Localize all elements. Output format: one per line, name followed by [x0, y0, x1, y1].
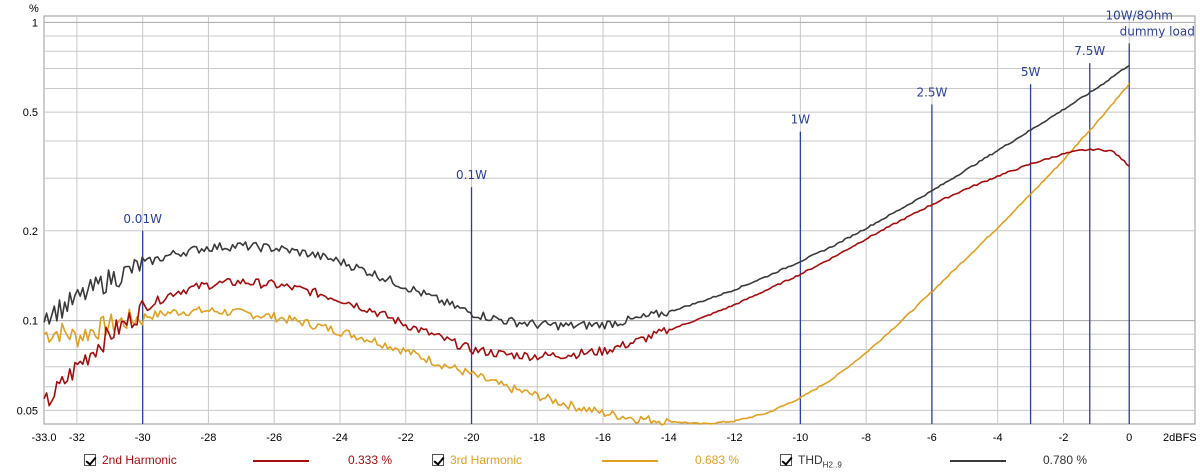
y-axis-ticks: 1 0.5 0.2 0.1 0.05 — [17, 17, 38, 417]
legend: 2nd Harmonic 0.333 % 3rd Harmonic 0.683 … — [0, 450, 1200, 472]
legend-label-h3: 3rd Harmonic — [450, 453, 523, 467]
power-marker-label: 1W — [791, 113, 811, 127]
power-marker-label: 7.5W — [1074, 44, 1105, 58]
x-tick-label: -30 — [135, 432, 151, 444]
x-tick-label: -4 — [993, 432, 1003, 444]
x-tick-label: -18 — [529, 432, 545, 444]
legend-value-thd: 0.780 % — [1043, 453, 1088, 467]
y-unit-label: % — [29, 3, 39, 15]
series-line-thd — [43, 64, 1130, 331]
x-tick-label: -33.0 — [31, 432, 56, 444]
x-tick-label: 2dBFS — [1163, 432, 1197, 444]
legend-label-thd-text: THD — [798, 453, 823, 467]
h2-checkbox[interactable] — [84, 454, 96, 466]
legend-label-thd: THDH2..9 — [798, 453, 842, 469]
x-tick-label: -24 — [332, 432, 348, 444]
y-tick-label: 1 — [32, 17, 38, 29]
legend-label-thd-sub: H2..9 — [822, 460, 842, 470]
x-axis-ticks: -33.0 -32 -30 -28 -26 -24 -22 -20 -18 -16 -14 -12 -1… — [31, 432, 1196, 444]
series-line-h2 — [43, 148, 1130, 407]
x-tick-label: -20 — [464, 432, 480, 444]
y-tick-label: 0.1 — [23, 316, 38, 328]
power-marker-label: 5W — [1021, 65, 1041, 79]
y-tick-label: 0.2 — [23, 226, 38, 238]
power-marker-label: 2.5W — [916, 86, 947, 100]
x-tick-label: -6 — [927, 432, 937, 444]
x-tick-label: -10 — [792, 432, 808, 444]
legend-line-h2 — [253, 460, 309, 462]
thd-chart: % 10.50.20.10.05 -33.0 -32 -30 -28 -26 -24 -22… — [17, 3, 1197, 444]
series-line-h3 — [43, 83, 1130, 426]
legend-label-h2: 2nd Harmonic — [102, 453, 177, 467]
plot-area — [43, 15, 1196, 425]
x-tick-label: -28 — [200, 432, 216, 444]
y-tick-label: 0.05 — [17, 405, 38, 417]
x-tick-label: -8 — [861, 432, 871, 444]
x-tick-label: -22 — [398, 432, 414, 444]
power-annotations: 0.01W 0.1W 1W 2.5W 5W 7.5W 10W/8Ohm dummy load — [123, 8, 1195, 424]
x-tick-label: -16 — [595, 432, 611, 444]
power-marker-sublabel: dummy load — [1120, 24, 1195, 38]
power-marker-label: 0.01W — [123, 212, 162, 226]
legend-value-h3: 0.683 % — [695, 453, 740, 467]
power-marker-label: 0.1W — [456, 168, 487, 182]
legend-value-h2: 0.333 % — [348, 453, 393, 467]
legend-line-thd — [950, 460, 1006, 462]
series-lines — [43, 64, 1130, 426]
x-tick-label: -2 — [1059, 432, 1069, 444]
x-tick-label: -32 — [69, 432, 85, 444]
legend-line-h3 — [602, 460, 658, 462]
x-tick-label: -14 — [661, 432, 677, 444]
x-tick-label: -12 — [727, 432, 743, 444]
h3-checkbox[interactable] — [432, 454, 444, 466]
power-marker-label: 10W/8Ohm — [1105, 8, 1173, 22]
y-tick-label: 0.5 — [23, 107, 38, 119]
x-tick-label: -26 — [266, 432, 282, 444]
x-tick-label: 0 — [1126, 432, 1132, 444]
thd-checkbox[interactable] — [780, 454, 792, 466]
